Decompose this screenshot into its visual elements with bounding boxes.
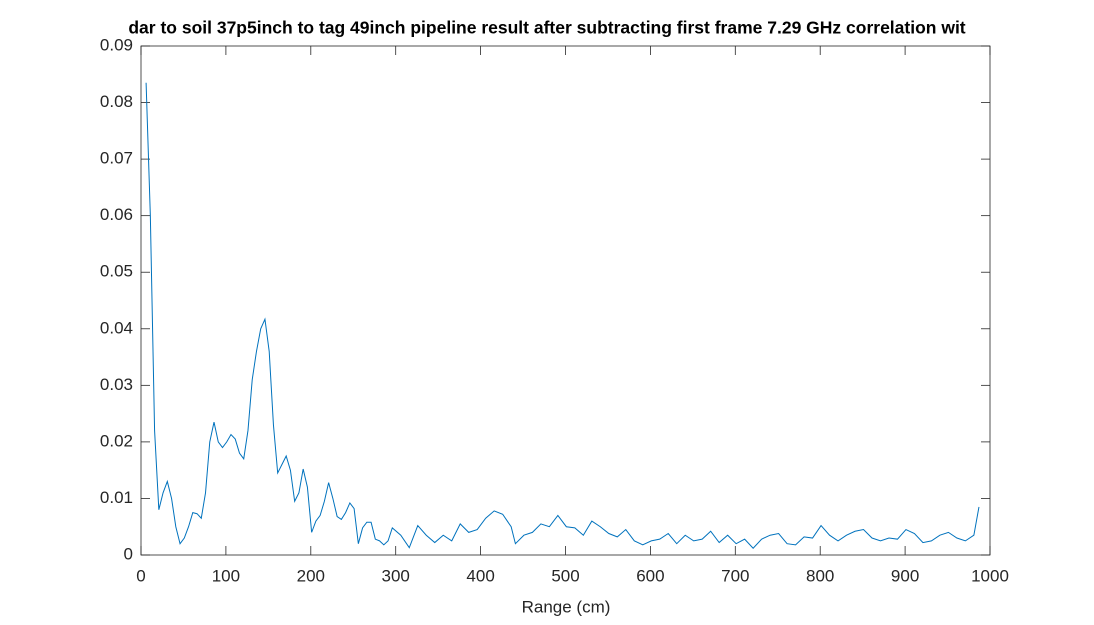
y-tick-label: 0 [124,544,133,563]
plot-frame [140,45,991,556]
y-tick-label: 0.03 [100,375,133,394]
y-tick-label: 0.02 [100,431,133,450]
x-tick-label: 600 [636,566,664,585]
chart-title: dar to soil 37p5inch to tag 49inch pipel… [128,18,965,38]
x-tick-label: 100 [212,566,240,585]
x-tick-label: 400 [466,566,494,585]
x-tick-label: 1000 [971,566,1009,585]
y-tick-label: 0.06 [100,205,133,224]
y-tick-label: 0.05 [100,262,133,281]
line-series [145,82,980,549]
y-tick-label: 0.01 [100,488,133,507]
x-tick-label: 300 [382,566,410,585]
x-tick-label: 700 [721,566,749,585]
x-tick-label: 900 [891,566,919,585]
x-tick-label: 200 [297,566,325,585]
y-tick-label: 0.07 [100,149,133,168]
x-axis-label: Range (cm) [522,597,611,616]
y-tick-label: 0.04 [100,318,133,337]
y-tick-label: 0.09 [100,35,133,54]
x-tick-label: 500 [551,566,579,585]
y-tick-label: 0.08 [100,92,133,111]
x-tick-label: 800 [806,566,834,585]
x-tick-label: 0 [136,566,145,585]
